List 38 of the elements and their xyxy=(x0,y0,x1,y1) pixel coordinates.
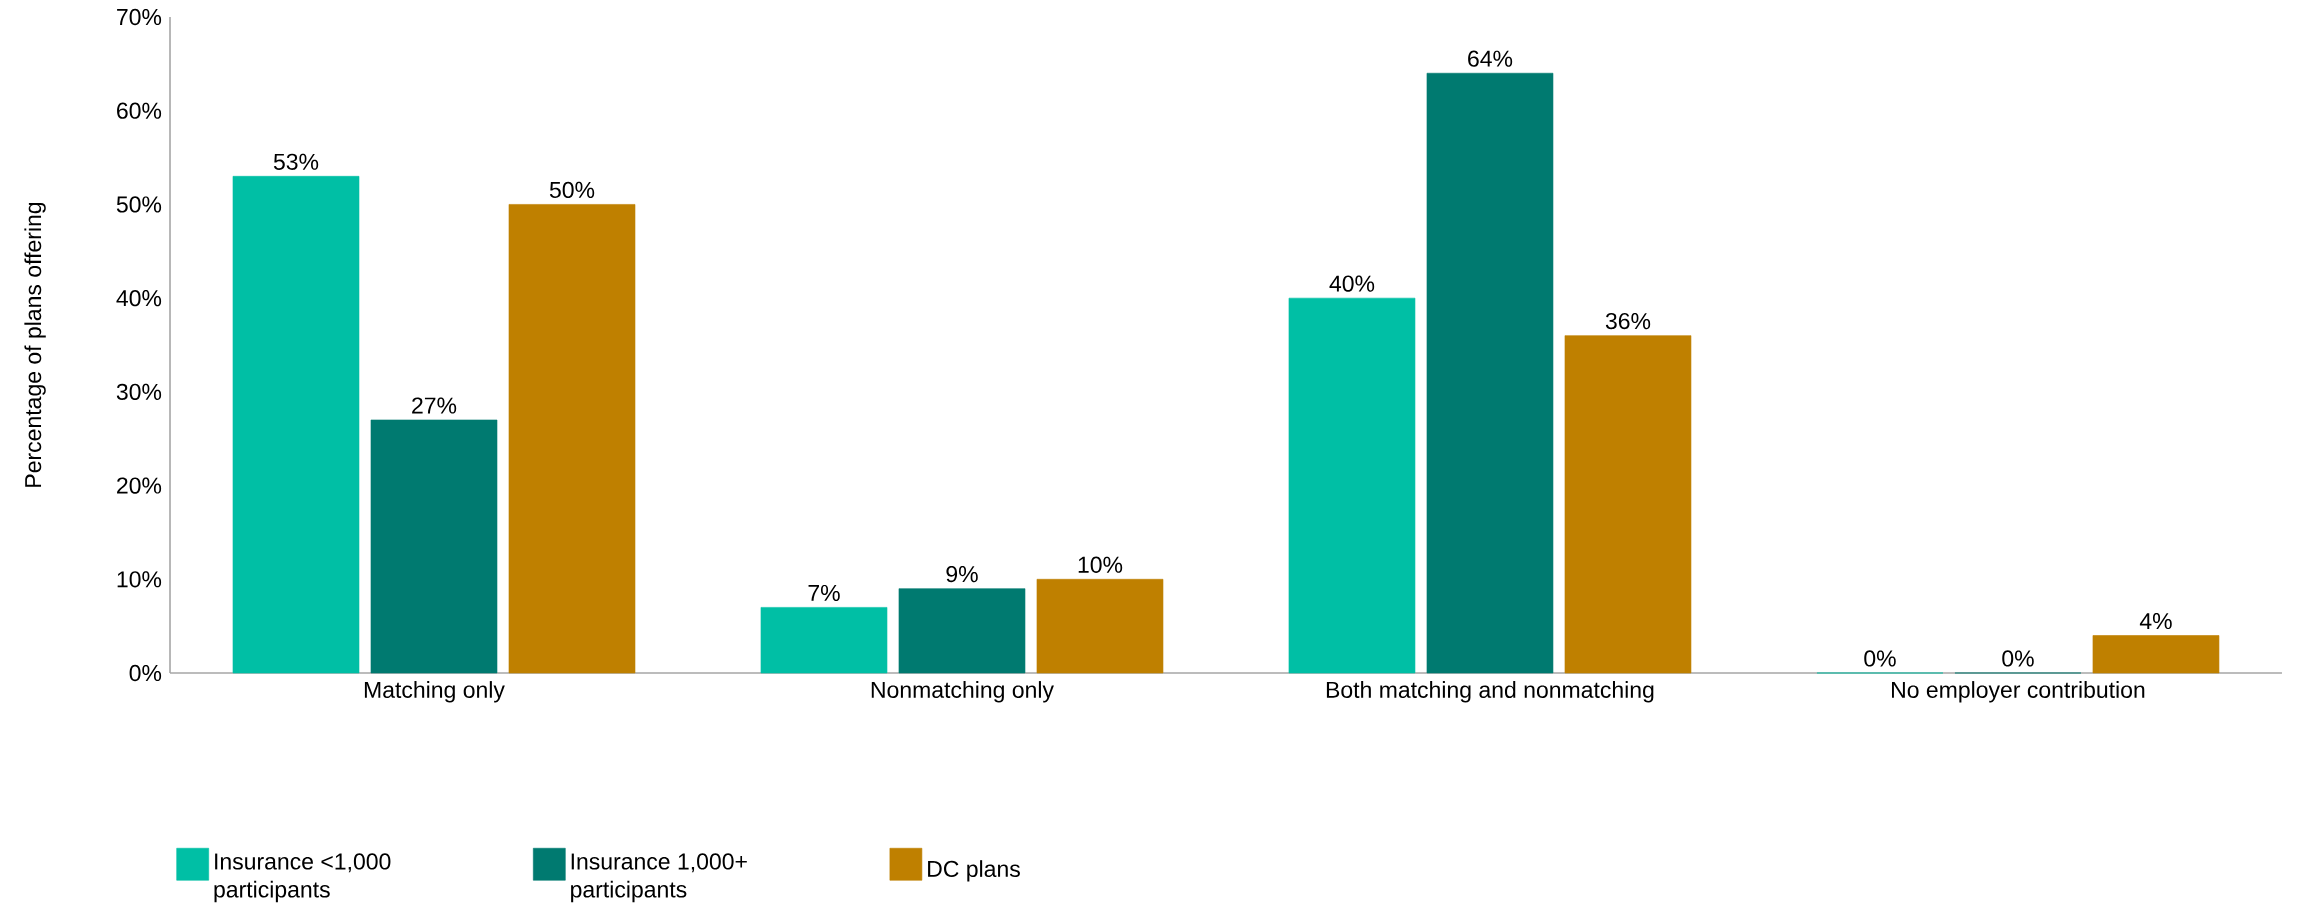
y-tick-label: 50% xyxy=(116,196,162,213)
data-label: 0% xyxy=(1864,650,1896,667)
bar xyxy=(370,419,498,674)
data-label: 53% xyxy=(273,153,319,170)
legend-label: Insurance 1,000+ participants xyxy=(571,853,747,903)
x-tick-label: Nonmatching only xyxy=(871,681,1054,703)
data-label: 10% xyxy=(1078,556,1123,573)
x-tick-label: Both matching and nonmatching xyxy=(1326,681,1654,703)
bar xyxy=(1564,335,1692,674)
bar xyxy=(898,588,1026,674)
y-tick-label: 70% xyxy=(117,8,162,26)
data-label: 0% xyxy=(2002,650,2034,667)
bar xyxy=(1036,578,1164,674)
data-label: 40% xyxy=(1329,275,1375,292)
legend-label: DC plans xyxy=(928,860,1020,882)
data-label: 9% xyxy=(946,565,978,583)
data-label: 50% xyxy=(549,181,595,199)
bar xyxy=(2092,635,2220,674)
y-tick-label: 20% xyxy=(117,477,162,494)
data-label: 27% xyxy=(412,397,457,414)
y-tick-label: 40% xyxy=(116,290,162,307)
y-axis-title: Percentage of plans offering xyxy=(24,202,46,487)
y-tick-label: 30% xyxy=(116,383,162,400)
bar xyxy=(1288,297,1416,674)
legend-label: Insurance <1,000 participants xyxy=(214,853,391,903)
data-label: 7% xyxy=(808,584,840,601)
x-tick-label: No employer contribution xyxy=(1892,681,2145,703)
y-tick-label: 60% xyxy=(117,102,162,119)
y-tick-label: 0% xyxy=(129,664,162,682)
data-label: 36% xyxy=(1605,312,1651,330)
bar xyxy=(1426,72,1554,674)
data-label: 64% xyxy=(1468,50,1513,67)
bar xyxy=(760,607,888,674)
bar xyxy=(508,204,636,674)
y-tick-label: 10% xyxy=(117,571,162,588)
data-label: 4% xyxy=(2139,613,2172,630)
bar xyxy=(232,176,360,674)
x-tick-label: Matching only xyxy=(364,681,505,703)
